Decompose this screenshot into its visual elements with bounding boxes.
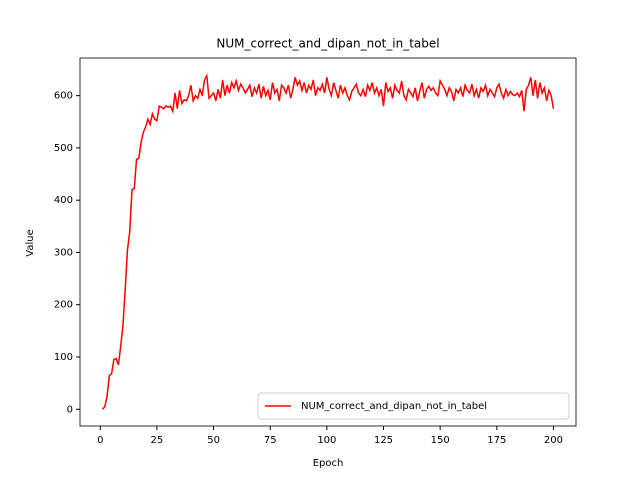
x-tick-label: 0 (97, 435, 103, 446)
y-tick-label: 600 (54, 91, 73, 102)
x-axis-label: Epoch (313, 458, 344, 469)
y-tick-label: 300 (54, 247, 73, 258)
x-tick-label: 100 (317, 435, 336, 446)
chart-title: NUM_correct_and_dipan_not_in_tabel (216, 37, 439, 51)
y-tick-label: 200 (54, 300, 73, 311)
y-axis-label: Value (25, 229, 36, 256)
data-line (101, 73, 555, 410)
x-tick-label: 125 (374, 435, 393, 446)
x-tick-label: 175 (487, 435, 506, 446)
y-tick-label: 500 (54, 143, 73, 154)
x-tick-label: 25 (151, 435, 164, 446)
x-tick-label: 75 (264, 435, 277, 446)
y-tick-label: 100 (54, 352, 73, 363)
x-tick-label: 150 (431, 435, 450, 446)
plot-frame (79, 57, 577, 427)
x-tick-label: 50 (207, 435, 220, 446)
x-tick-label: 200 (544, 435, 563, 446)
y-tick-label: 0 (67, 404, 73, 415)
y-tick-label: 400 (54, 195, 73, 206)
legend-label: NUM_correct_and_dipan_not_in_tabel (301, 401, 487, 412)
legend (257, 392, 570, 420)
